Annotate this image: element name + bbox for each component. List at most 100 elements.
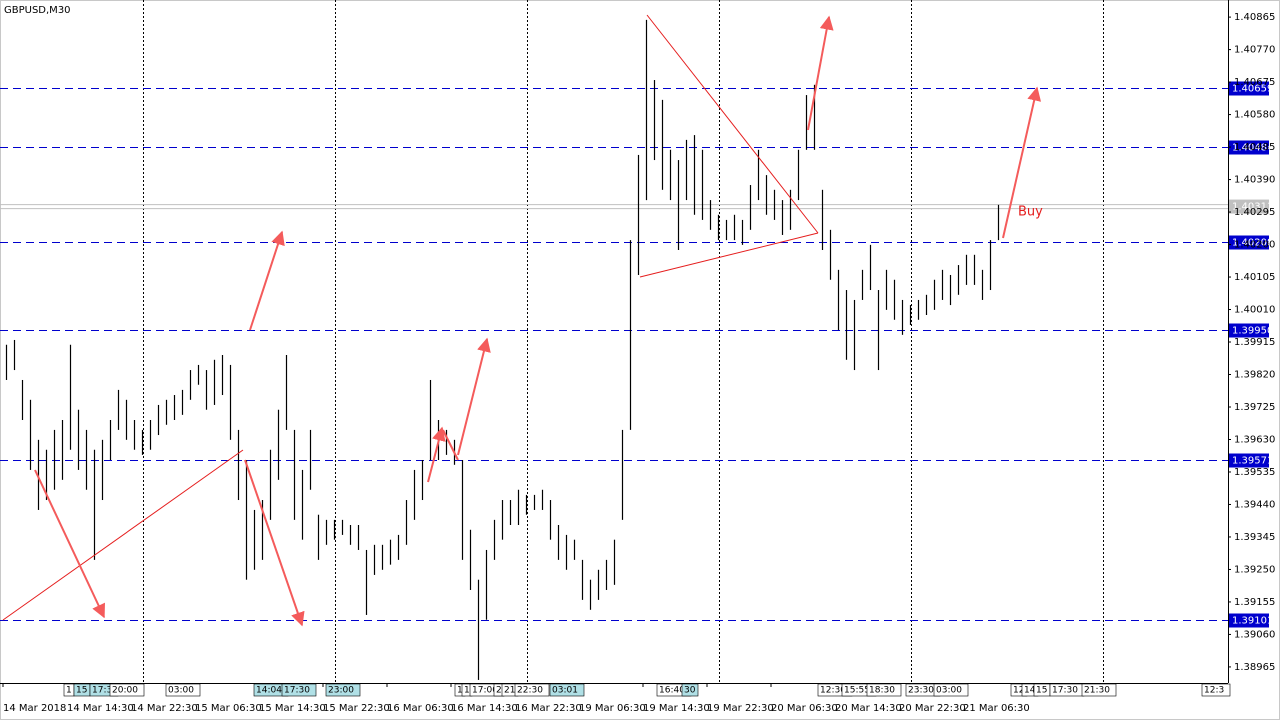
x-tick-label: 14 Mar 14:30 <box>67 703 134 714</box>
time-tag: 1 <box>457 686 463 696</box>
time-tag: 20:00 <box>112 686 138 696</box>
triangle-line <box>639 232 819 278</box>
y-tick-label: 1.40105 <box>1234 272 1275 283</box>
y-tick-label: 1.39820 <box>1234 370 1275 381</box>
y-tick-label: 1.40295 <box>1234 207 1275 218</box>
drawings <box>2 14 819 621</box>
time-tag-box <box>866 683 902 697</box>
y-tick-label: 1.39440 <box>1234 499 1275 510</box>
level-label: 1.39950 <box>1232 326 1273 337</box>
arrow <box>807 15 834 131</box>
level-box <box>1229 235 1269 250</box>
time-tag: 1 <box>66 686 72 696</box>
level-box <box>1229 323 1269 338</box>
x-tick-label: 15 Mar 14:30 <box>259 703 326 714</box>
time-tag: 12:3 <box>1204 686 1224 696</box>
level-label: 1.39101 <box>1232 616 1273 627</box>
x-tick-label: 15 Mar 06:30 <box>195 703 262 714</box>
time-tag-box <box>1081 683 1117 697</box>
x-tick-label: 19 Mar 14:30 <box>643 703 710 714</box>
levels: 1.40311 1.40659 1.40484 1.40208 1.39950 1.395… <box>0 81 1273 628</box>
arrow-leg <box>442 429 459 461</box>
time-tag: 17:00 <box>472 686 498 696</box>
buy-label: Buy <box>1018 205 1043 220</box>
triangle-line <box>646 14 819 234</box>
time-tag-box <box>549 683 585 697</box>
time-tag: 30 <box>684 686 696 696</box>
x-tick-label: 20 Mar 06:30 <box>771 703 838 714</box>
y-tick-label: 1.39155 <box>1234 597 1275 608</box>
y-tick-label: 1.39630 <box>1234 434 1275 445</box>
time-tag-box <box>514 683 550 697</box>
trend-line <box>2 449 244 621</box>
time-tag-box <box>681 683 699 697</box>
time-tag: 12 <box>1013 686 1024 696</box>
level-box <box>1229 613 1269 628</box>
y-tick-label: 1.39535 <box>1234 467 1275 478</box>
arrow <box>457 337 491 456</box>
level-label: 1.40659 <box>1232 84 1273 95</box>
time-tag: 14:04 <box>256 686 282 696</box>
time-tag: 23:30 <box>908 686 934 696</box>
time-tag: 17:30 <box>284 686 310 696</box>
time-tag-box <box>933 683 969 697</box>
time-tag: 15:55 <box>844 686 870 696</box>
y-tick-label: 1.40580 <box>1234 110 1275 121</box>
time-tag: 12:30 <box>820 686 846 696</box>
x-tick-label: 16 Mar 14:30 <box>451 703 518 714</box>
time-tag: 03:01 <box>552 686 578 696</box>
arrow <box>244 459 305 627</box>
bid-label: 1.40311 <box>1232 202 1273 213</box>
y-tick-label: 1.40200 <box>1234 240 1275 251</box>
time-tag: 03:00 <box>936 686 962 696</box>
time-tag: 2 <box>496 686 502 696</box>
level-label: 1.40484 <box>1232 143 1273 154</box>
arrow <box>249 230 285 331</box>
time-tag-box <box>109 683 145 697</box>
time-tag: 21:30 <box>1084 686 1110 696</box>
x-tick-label: 14 Mar 22:30 <box>131 703 198 714</box>
time-tag: 17:30 <box>1052 686 1078 696</box>
x-tick-label: 20 Mar 22:30 <box>899 703 966 714</box>
x-tick-label: 19 Mar 06:30 <box>579 703 646 714</box>
y-tick-label: 1.39345 <box>1234 532 1275 543</box>
time-tag-box <box>325 683 361 697</box>
time-tag: 18:30 <box>869 686 895 696</box>
x-tick-label: 16 Mar 06:30 <box>387 703 454 714</box>
y-tick-label: 1.39060 <box>1234 629 1275 640</box>
level-box <box>1229 140 1269 155</box>
axis-labels: 1.408651.407701.406751.405801.404851.403… <box>2 12 1275 714</box>
time-tag: 15 <box>76 686 87 696</box>
arrow <box>34 469 105 619</box>
x-tick-label: 20 Mar 14:30 <box>835 703 902 714</box>
y-tick-label: 1.40485 <box>1234 142 1275 153</box>
bid-box <box>1229 199 1269 214</box>
level-label: 1.40208 <box>1232 238 1273 249</box>
chart-title: GBPUSD,M30 <box>4 5 71 16</box>
y-tick-label: 1.38965 <box>1234 662 1275 673</box>
x-tick-label: 21 Mar 06:30 <box>963 703 1030 714</box>
y-tick-label: 1.40865 <box>1234 12 1275 23</box>
time-tag: 14 <box>1024 686 1036 696</box>
x-tick-label: 19 Mar 22:30 <box>707 703 774 714</box>
x-tick-label: 16 Mar 22:30 <box>515 703 582 714</box>
y-tick-label: 1.40390 <box>1234 175 1275 186</box>
time-tag: 23:00 <box>328 686 354 696</box>
arrow <box>1002 86 1042 239</box>
bars <box>5 19 1000 680</box>
x-tick-label: 14 Mar 2018 <box>3 703 66 714</box>
y-tick-label: 1.40010 <box>1234 305 1275 316</box>
arrows <box>34 15 1042 627</box>
y-tick-label: 1.39725 <box>1234 402 1275 413</box>
time-tag-box <box>165 683 201 697</box>
y-tick-label: 1.39915 <box>1234 337 1275 348</box>
time-tag: 16:40 <box>659 686 685 696</box>
level-box <box>1229 81 1269 96</box>
time-tag: 1 <box>464 686 470 696</box>
x-tick-label: 15 Mar 22:30 <box>323 703 390 714</box>
time-tag-box <box>281 683 317 697</box>
time-tag-box <box>1201 683 1231 697</box>
